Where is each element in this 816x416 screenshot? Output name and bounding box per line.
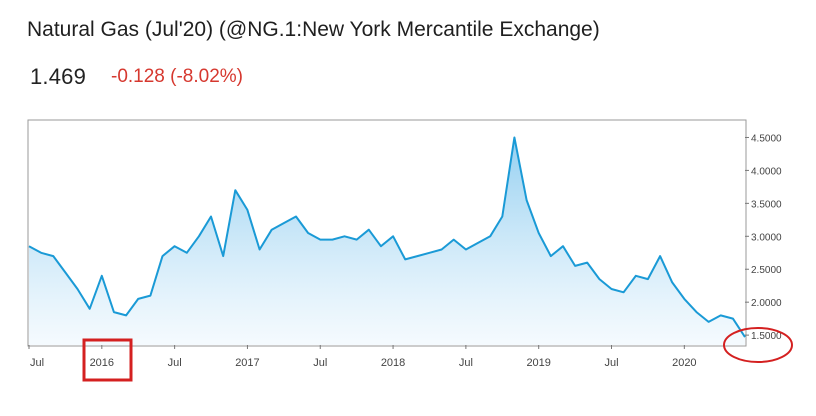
highlight-ellipse-1-5 <box>723 327 793 363</box>
y-tick-label: 4.0000 <box>751 166 782 177</box>
price-change: -0.128 (-8.02%) <box>111 66 244 87</box>
highlight-rectangle-2016 <box>82 338 133 382</box>
x-axis: Jul 2016 Jul 2017 Jul 2018 Jul 2019 Jul 2020 <box>28 345 697 369</box>
x-tick-label: 2017 <box>235 357 259 369</box>
y-axis: 4.5000 4.0000 3.5000 3.0000 2.5000 2.0000 1.50… <box>745 133 782 342</box>
price-line <box>28 136 746 338</box>
x-tick-label: Jul <box>459 357 473 369</box>
x-tick-label: Jul <box>313 357 327 369</box>
x-tick-label: 2016 <box>90 357 114 369</box>
y-tick-label: 1.5000 <box>751 331 782 342</box>
x-tick-label: 2019 <box>526 357 550 369</box>
y-tick-label: 4.5000 <box>751 133 782 144</box>
x-tick-label: 2018 <box>381 357 405 369</box>
y-tick-label: 2.0000 <box>751 298 782 309</box>
x-tick-label: Jul <box>168 357 182 369</box>
page-title: Natural Gas (Jul'20) (@NG.1:New York Mer… <box>27 18 600 41</box>
y-tick-label: 2.5000 <box>751 265 782 276</box>
x-tick-label: Jul <box>604 357 618 369</box>
x-tick-label: 2020 <box>672 357 696 369</box>
y-tick-label: 3.5000 <box>751 199 782 210</box>
x-tick-label: Jul <box>30 357 44 369</box>
last-price: 1.469 <box>30 64 87 89</box>
y-tick-label: 3.0000 <box>751 232 782 243</box>
